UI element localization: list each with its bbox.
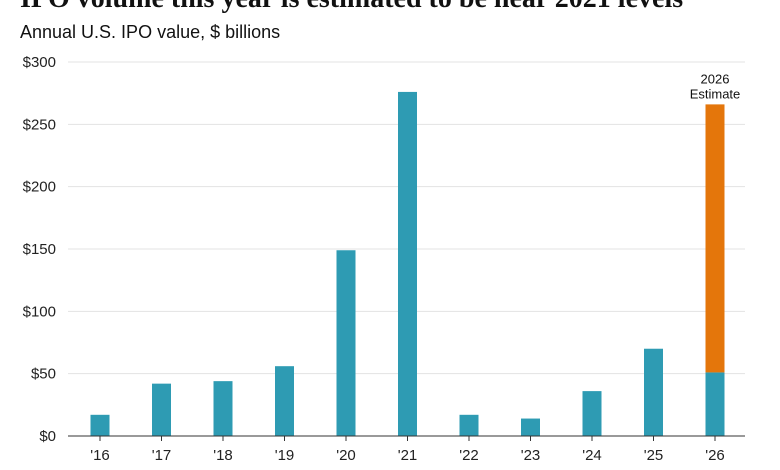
x-tick-label: '16 [90,447,110,464]
y-tick-label: $200 [23,179,56,196]
y-tick-label: $0 [39,428,56,445]
bar-21 [398,91,417,437]
x-tick-label: '23 [521,447,541,464]
y-tick-label: $100 [23,303,56,320]
x-axis-labels: '16 '17 '18 '19 '20 '21 '22 '23 '24 '25 '26 [90,447,725,464]
bar-23 [521,418,540,436]
bar-19 [275,366,294,436]
bar-17 [152,383,171,436]
x-axis [68,435,745,441]
x-tick-label: '17 [152,447,172,464]
bar-estimate-26 [705,104,725,373]
bars [90,91,725,437]
x-tick-label: '25 [644,447,664,464]
chart-headline: IPO volume this year is estimated to be … [20,0,683,15]
y-tick-label: $150 [23,241,56,258]
y-tick-label: $250 [23,116,56,133]
bar-16 [90,414,110,436]
x-tick-label: '19 [275,447,295,464]
bar-25 [644,348,663,436]
y-tick-label: $50 [31,366,56,383]
x-tick-label: '20 [336,447,356,464]
bar-20 [336,250,356,436]
x-tick-label: '21 [398,447,418,464]
bar-26 [705,372,725,436]
y-tick-label: $300 [23,54,56,71]
bar-24 [582,391,602,436]
chart-subtitle: Annual U.S. IPO value, $ billions [20,22,281,42]
x-tick-label: '26 [705,447,725,464]
y-axis-labels: $0 $50 $100 $150 $200 $250 $300 [23,54,56,445]
bar-22 [459,414,479,436]
bar-18 [213,381,233,436]
x-tick-label: '18 [213,447,233,464]
x-tick-label: '24 [582,447,602,464]
x-tick-label: '22 [459,447,479,464]
estimate-annotation: Estimate [690,86,741,101]
estimate-annotation: 2026 [701,71,730,86]
